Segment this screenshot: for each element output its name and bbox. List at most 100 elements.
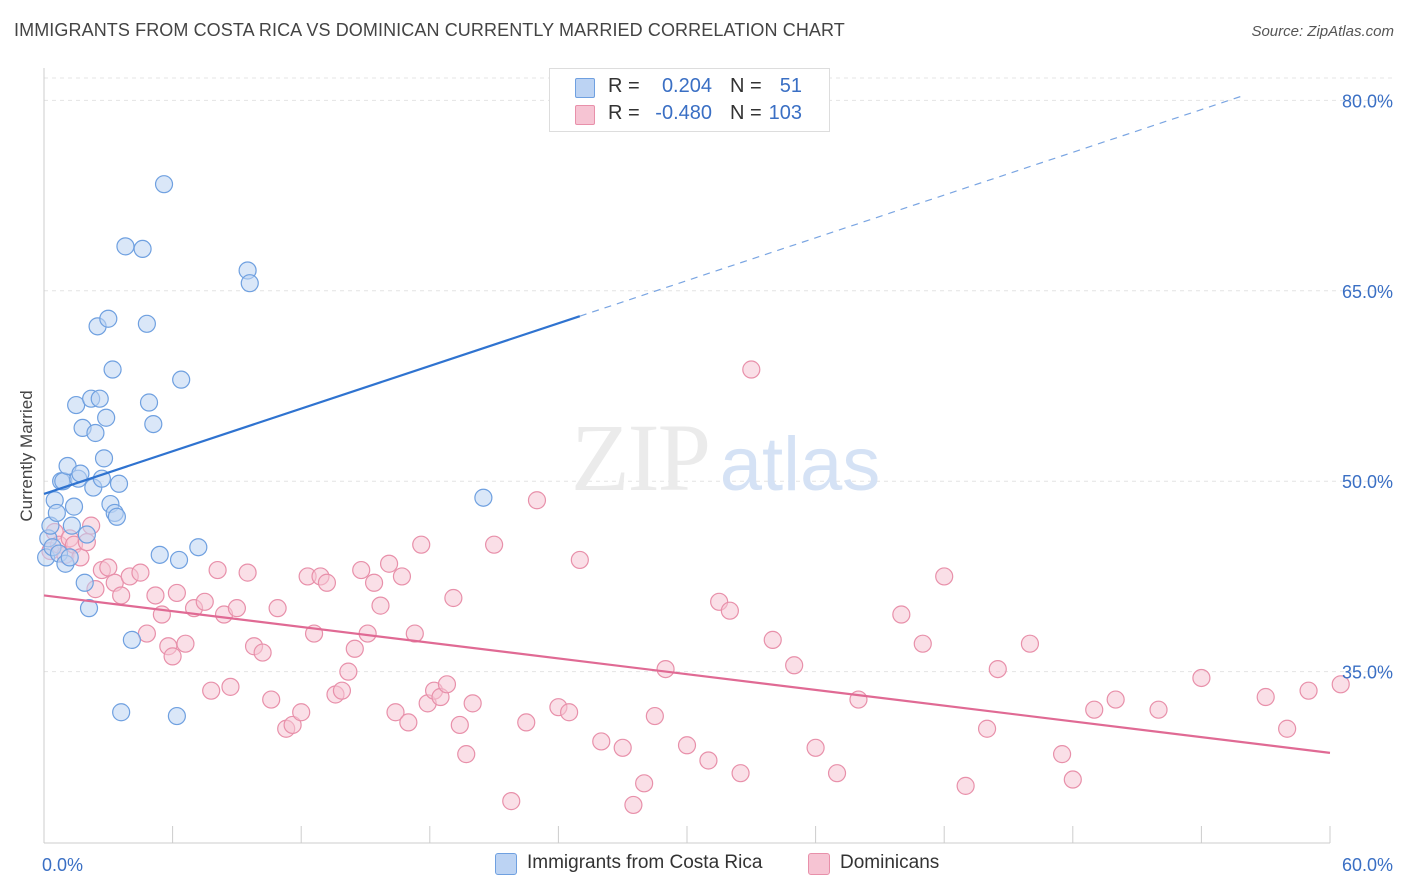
data-point bbox=[935, 567, 954, 586]
data-point bbox=[253, 643, 272, 662]
watermark-atlas: atlas bbox=[720, 422, 881, 507]
data-point bbox=[99, 558, 118, 577]
data-point bbox=[109, 474, 129, 493]
data-point bbox=[47, 503, 66, 523]
data-point bbox=[977, 719, 997, 738]
y-tick-label: 80.0% bbox=[1342, 91, 1393, 111]
legend-row-costa-rica: R = 0.204 N = 51 bbox=[550, 74, 829, 100]
data-point bbox=[112, 703, 131, 722]
data-point bbox=[64, 497, 84, 516]
correlation-legend: R = 0.204 N = 51 R = -0.480 N = 103 bbox=[549, 68, 830, 132]
data-point bbox=[677, 736, 697, 755]
tick-labels: 35.0% 50.0% 65.0% 80.0% 0.0% 60.0% bbox=[42, 91, 1393, 875]
data-point bbox=[645, 706, 664, 726]
data-point bbox=[62, 516, 81, 535]
data-point bbox=[502, 792, 521, 811]
data-point bbox=[195, 592, 214, 611]
data-point bbox=[116, 237, 135, 256]
y-tick-label: 65.0% bbox=[1342, 282, 1393, 302]
n-value-costa-rica: 51 bbox=[779, 75, 802, 97]
watermark-zip: ZIP bbox=[571, 404, 709, 511]
data-point bbox=[364, 573, 384, 592]
data-point bbox=[699, 751, 718, 770]
r-value-costa-rica: 0.204 bbox=[661, 75, 712, 97]
data-point bbox=[827, 764, 847, 783]
data-point bbox=[122, 630, 141, 649]
data-point bbox=[1331, 675, 1350, 694]
data-point bbox=[75, 573, 94, 592]
n-label: N = bbox=[730, 75, 762, 97]
y-tick-label: 50.0% bbox=[1342, 472, 1393, 492]
data-point bbox=[1299, 681, 1318, 700]
data-point bbox=[189, 538, 208, 557]
data-point bbox=[345, 639, 364, 658]
data-point bbox=[1052, 745, 1072, 764]
data-point bbox=[352, 560, 371, 580]
data-point bbox=[146, 586, 165, 605]
data-point bbox=[624, 795, 643, 815]
data-point bbox=[163, 647, 182, 666]
data-point bbox=[392, 567, 412, 586]
data-point bbox=[227, 599, 246, 618]
data-point bbox=[1106, 690, 1125, 709]
data-point bbox=[221, 677, 240, 696]
data-point bbox=[139, 393, 159, 412]
swatch-dominicans bbox=[575, 105, 595, 125]
data-point bbox=[137, 314, 156, 333]
legend-label-costa-rica: Immigrants from Costa Rica bbox=[527, 852, 763, 873]
data-point bbox=[238, 563, 257, 582]
y-tick-label: 35.0% bbox=[1342, 663, 1393, 683]
watermark: ZIP atlas bbox=[571, 404, 880, 511]
x-tick-label: 0.0% bbox=[42, 855, 83, 875]
data-point bbox=[144, 414, 163, 434]
chart-source: Source: ZipAtlas.com bbox=[1251, 23, 1394, 40]
data-point bbox=[133, 239, 152, 259]
data-point bbox=[635, 774, 654, 793]
data-point bbox=[103, 360, 122, 379]
data-point bbox=[60, 548, 79, 567]
data-point bbox=[1020, 634, 1040, 653]
data-point bbox=[97, 408, 116, 427]
data-point bbox=[150, 545, 169, 564]
data-point bbox=[292, 703, 311, 722]
swatch-costa-rica bbox=[575, 78, 595, 98]
data-point bbox=[444, 588, 463, 608]
data-point bbox=[457, 745, 476, 764]
data-point bbox=[169, 550, 189, 570]
data-point bbox=[1278, 719, 1297, 738]
n-value-dominicans: 103 bbox=[768, 102, 802, 124]
data-point bbox=[79, 599, 99, 618]
data-point bbox=[720, 601, 739, 620]
data-point bbox=[1256, 687, 1275, 707]
data-point bbox=[806, 738, 825, 757]
data-point bbox=[90, 389, 109, 408]
data-point bbox=[956, 776, 975, 795]
legend-swatch-costa-rica bbox=[495, 853, 517, 875]
data-point bbox=[332, 681, 352, 700]
data-point bbox=[172, 370, 191, 389]
data-point bbox=[1063, 770, 1082, 789]
data-point bbox=[268, 599, 287, 618]
data-point bbox=[154, 175, 174, 194]
data-point bbox=[77, 525, 96, 544]
grid-lines bbox=[44, 77, 1393, 673]
data-point bbox=[613, 738, 632, 757]
data-point bbox=[560, 703, 579, 722]
data-point bbox=[527, 491, 547, 510]
data-point bbox=[988, 659, 1007, 679]
data-point bbox=[99, 309, 118, 328]
data-point bbox=[592, 732, 611, 751]
data-point bbox=[202, 681, 221, 700]
trend-line bbox=[43, 594, 1331, 754]
data-point bbox=[386, 703, 405, 722]
data-point bbox=[450, 715, 469, 735]
data-point bbox=[167, 583, 186, 603]
trend-line bbox=[43, 315, 581, 495]
data-point bbox=[785, 656, 804, 675]
data-point bbox=[317, 573, 337, 592]
data-point bbox=[913, 634, 932, 653]
legend-row-dominicans: R = -0.480 N = 103 bbox=[550, 101, 829, 127]
trend-lines bbox=[43, 94, 1331, 754]
data-point bbox=[463, 694, 482, 713]
